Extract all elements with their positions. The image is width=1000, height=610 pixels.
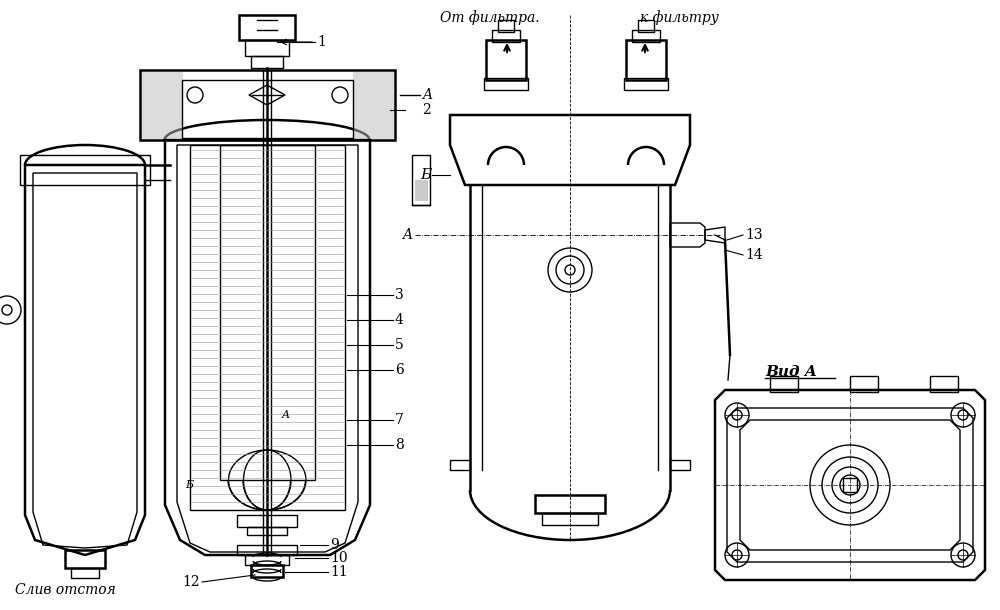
Text: 13: 13 <box>745 228 763 242</box>
Text: 8: 8 <box>395 438 404 452</box>
Bar <box>492 30 520 42</box>
Bar <box>632 30 660 42</box>
Bar <box>237 545 297 555</box>
Bar <box>930 376 958 392</box>
Text: 4: 4 <box>395 313 404 327</box>
Bar <box>247 527 287 535</box>
Text: Б: Б <box>185 480 193 490</box>
Bar <box>638 20 654 32</box>
Bar <box>182 80 353 138</box>
Bar <box>245 555 289 565</box>
Text: 7: 7 <box>395 413 404 427</box>
Text: 12: 12 <box>182 575 200 589</box>
Bar <box>65 550 105 568</box>
Text: Слив отстоя: Слив отстоя <box>15 583 116 597</box>
Bar <box>624 78 668 90</box>
Text: Б: Б <box>420 168 431 182</box>
Bar <box>850 376 878 392</box>
Bar <box>251 56 283 68</box>
Text: 10: 10 <box>330 551 348 565</box>
Text: к фильтру: к фильтру <box>640 10 719 26</box>
Bar <box>237 515 297 527</box>
Text: 11: 11 <box>330 565 348 579</box>
Bar <box>770 376 798 392</box>
Bar <box>843 478 857 492</box>
Text: Вид A: Вид A <box>765 365 817 379</box>
Text: 9: 9 <box>330 538 339 552</box>
Text: A: A <box>422 88 432 102</box>
Text: A: A <box>402 228 412 242</box>
Text: 2: 2 <box>422 103 431 117</box>
Bar <box>498 20 514 32</box>
Bar <box>251 565 283 577</box>
Bar <box>239 15 295 40</box>
Text: 3: 3 <box>395 288 404 302</box>
Bar <box>142 72 182 138</box>
Text: 5: 5 <box>395 338 404 352</box>
Bar <box>71 568 99 578</box>
Bar <box>486 40 526 80</box>
Text: От фильтра.: От фильтра. <box>440 10 540 26</box>
Bar <box>220 145 315 480</box>
Bar <box>190 145 345 510</box>
Bar <box>353 72 393 138</box>
Text: 6: 6 <box>395 363 404 377</box>
Text: 14: 14 <box>745 248 763 262</box>
Bar <box>542 513 598 525</box>
Bar <box>412 155 430 205</box>
Bar <box>245 40 289 56</box>
Bar <box>484 78 528 90</box>
Bar <box>415 180 427 200</box>
Bar <box>626 40 666 80</box>
Bar <box>535 495 605 513</box>
Text: A: A <box>282 410 290 420</box>
Text: 1: 1 <box>317 35 326 49</box>
Bar <box>140 70 395 140</box>
